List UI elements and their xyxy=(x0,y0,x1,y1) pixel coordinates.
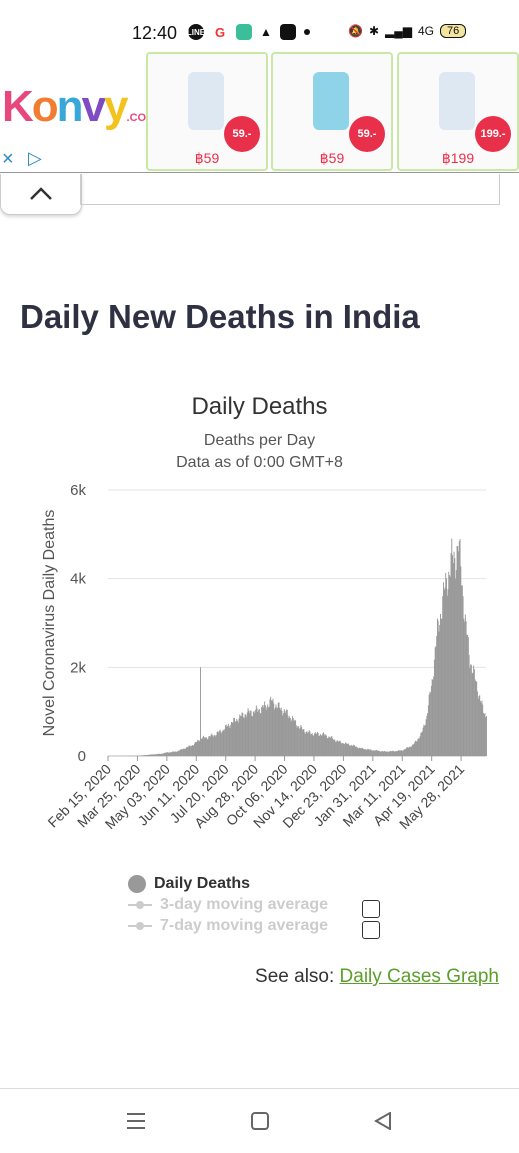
line-icon: LINE xyxy=(188,24,204,40)
legend-item-3-day-average[interactable]: 3-day moving average xyxy=(128,894,328,915)
product-image xyxy=(313,72,349,130)
y-tick-label: 6k xyxy=(70,482,86,499)
see-also-prefix: See also: xyxy=(255,966,340,987)
chart-subtitle: Deaths per Day xyxy=(0,432,519,450)
product-price: ฿199 xyxy=(399,150,517,167)
mute-icon: 🔕 xyxy=(348,24,363,38)
legend-label: 3-day moving average xyxy=(160,896,328,914)
product-image xyxy=(188,72,224,130)
ad-product-card[interactable]: 59.- ฿59 xyxy=(271,52,393,171)
back-icon[interactable] xyxy=(363,1107,403,1135)
status-bar: 12:40 LINE G ▲ 🔕 ✱ ▂▄▆ 4G 76 xyxy=(0,0,519,50)
legend-item-daily-deaths[interactable]: Daily Deaths xyxy=(128,873,328,894)
ad-product-card[interactable]: 59.- ฿59 xyxy=(146,52,268,171)
see-also: See also: Daily Cases Graph xyxy=(255,966,499,988)
status-notification-icons: LINE G ▲ xyxy=(188,24,310,40)
status-system-icons: 🔕 ✱ ▂▄▆ 4G 76 xyxy=(348,24,466,38)
app-icon xyxy=(280,24,296,40)
y-tick-label: 2k xyxy=(70,659,86,676)
3-day-average-checkbox[interactable] xyxy=(362,900,380,918)
legend-item-7-day-average[interactable]: 7-day moving average xyxy=(128,915,328,936)
legend-dot-icon xyxy=(128,875,146,893)
price-badge: 59.- xyxy=(349,116,385,152)
y-axis-label: Novel Coronavirus Daily Deaths xyxy=(41,510,58,737)
nav-arrow-icon: ▲ xyxy=(260,25,272,39)
product-price: ฿59 xyxy=(148,150,266,167)
bars[interactable] xyxy=(109,539,487,756)
dot-icon xyxy=(304,29,310,35)
home-icon[interactable] xyxy=(240,1107,280,1135)
4g-signal-icon: 4G xyxy=(418,24,434,38)
bluetooth-icon: ✱ xyxy=(369,24,379,38)
chart-legend: Daily Deaths 3-day moving average 7-day … xyxy=(128,873,328,936)
ad-product-card[interactable]: 199.- ฿199 xyxy=(397,52,519,171)
legend-line-icon xyxy=(128,917,152,935)
google-icon: G xyxy=(212,24,228,40)
product-image xyxy=(439,72,475,130)
price-badge: 199.- xyxy=(475,116,511,152)
y-axis-ticks: 0 2k 4k 6k xyxy=(70,482,86,765)
konvy-logo[interactable]: Konvy.COM xyxy=(2,82,155,132)
page-title: Daily New Deaths in India xyxy=(20,298,420,336)
status-time: 12:40 xyxy=(132,23,177,44)
ad-frame-edge xyxy=(80,174,500,205)
product-price: ฿59 xyxy=(273,150,391,167)
adchoices-icon[interactable]: ▷ xyxy=(28,148,42,169)
daily-cases-graph-link[interactable]: Daily Cases Graph xyxy=(340,966,499,987)
recent-apps-icon[interactable] xyxy=(116,1107,156,1135)
ad-close-icon[interactable]: × xyxy=(2,148,14,171)
chevron-up-icon xyxy=(29,187,53,201)
battery-icon: 76 xyxy=(440,24,466,38)
square-app-icon xyxy=(236,24,252,40)
7-day-average-checkbox[interactable] xyxy=(362,921,380,939)
collapse-ad-button[interactable] xyxy=(0,174,82,215)
price-badge: 59.- xyxy=(224,116,260,152)
y-tick-label: 4k xyxy=(70,571,86,588)
bar[interactable] xyxy=(486,716,487,756)
legend-line-icon xyxy=(128,896,152,914)
y-tick-label: 0 xyxy=(78,748,86,765)
signal-icon: ▂▄▆ xyxy=(385,24,412,38)
chart-title: Daily Deaths xyxy=(0,393,519,421)
ad-banner[interactable]: Konvy.COM × ▷ 59.- ฿59 59.- ฿59 199.- ฿1… xyxy=(0,50,519,173)
navigation-bar xyxy=(0,1088,519,1153)
legend-label: Daily Deaths xyxy=(154,875,250,893)
legend-label: 7-day moving average xyxy=(160,917,328,935)
